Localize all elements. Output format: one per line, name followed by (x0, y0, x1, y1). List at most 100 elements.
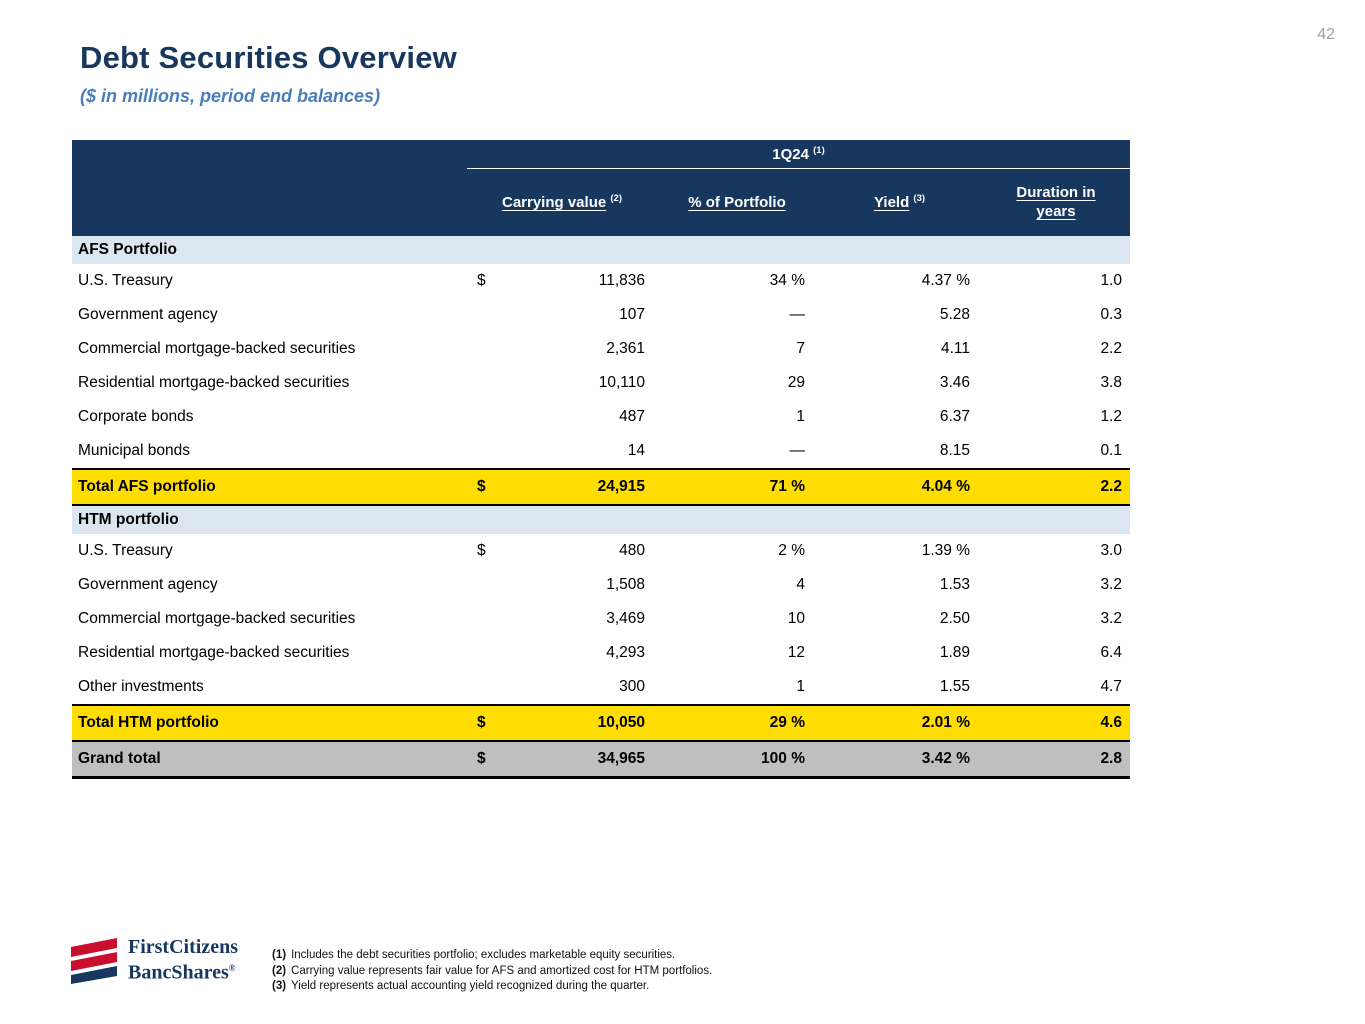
table-body: AFS Portfolio U.S. Treasury $11,836 34 % 4.3… (72, 236, 1130, 779)
column-header-carrying-value: Carrying value (2) (467, 168, 657, 236)
carrying-value: 487 (619, 408, 645, 425)
carrying-value-wrap: 4,293 (477, 644, 645, 662)
row-label: Municipal bonds (78, 442, 191, 459)
carrying-value: 11,836 (598, 272, 645, 289)
duration-value: 1.2 (1100, 408, 1122, 425)
total-row: Total HTM portfolio $10,050 29 % 2.01 % 4.6 (72, 704, 1130, 742)
dollar-sign: $ (477, 272, 486, 289)
duration-value: 3.2 (1100, 576, 1122, 593)
carrying-value: 107 (619, 306, 645, 323)
pct-of-portfolio: 34 % (769, 272, 805, 289)
carrying-value-wrap: 1,508 (477, 576, 645, 594)
pct-of-portfolio: — (789, 442, 806, 459)
carrying-value-cell: 10,110 (467, 366, 657, 400)
carrying-value-wrap: 2,361 (477, 340, 645, 358)
period-label: 1Q24 (772, 145, 809, 163)
page-subtitle: ($ in millions, period end balances) (80, 86, 381, 106)
duration-value: 6.4 (1100, 644, 1122, 661)
row-label: Commercial mortgage-backed securities (78, 340, 356, 357)
carrying-value-wrap: $11,836 (477, 272, 645, 290)
table-row: Commercial mortgage-backed securities 2,3… (72, 332, 1130, 366)
pct-of-portfolio: 1 (796, 408, 805, 425)
table-row: Residential mortgage-backed securities 10… (72, 366, 1130, 400)
column-header-pct-of-portfolio: % of Portfolio (657, 168, 817, 236)
carrying-value: 300 (619, 678, 645, 695)
pct-of-portfolio: 71 % (657, 468, 817, 506)
pct-of-portfolio: 12 (787, 644, 805, 661)
section-row: HTM portfolio (72, 505, 1130, 534)
header-spacer (72, 168, 467, 236)
row-label: Residential mortgage-backed securities (78, 644, 350, 661)
carrying-value-wrap: $24,915 (477, 478, 645, 496)
carrying-value-cell: $34,965 (467, 740, 657, 779)
period-footnote-ref: (1) (813, 144, 825, 156)
carrying-value-wrap: 487 (477, 408, 645, 426)
debt-securities-table: 1Q24 (1) Carrying value (2) % of Portfol… (72, 140, 1130, 779)
footnote-2: (2) Carrying value represents fair value … (272, 964, 712, 980)
grand-row: Grand total $34,965 100 % 3.42 % 2.8 (72, 740, 1130, 779)
yield-value: 8.15 (939, 442, 970, 459)
footnote-text: Yield represents actual accounting yield… (291, 980, 650, 992)
carrying-value-cell: 14 (467, 434, 657, 469)
duration-value: 2.8 (982, 740, 1130, 779)
carrying-value-cell: 1,508 (467, 568, 657, 602)
yield-value: 2.01 % (817, 704, 982, 742)
row-label: Total AFS portfolio (72, 468, 467, 506)
row-label: Commercial mortgage-backed securities (78, 610, 356, 627)
column-header-duration: Duration in years (982, 168, 1130, 236)
carrying-value-wrap: $10,050 (477, 714, 645, 732)
column-footnote-ref: (2) (610, 193, 622, 205)
column-header-yield: Yield (3) (817, 168, 982, 236)
duration-value: 0.3 (1100, 306, 1122, 323)
yield-value: 6.37 (939, 408, 970, 425)
pct-of-portfolio: 29 % (657, 704, 817, 742)
carrying-value-cell: 3,469 (467, 602, 657, 636)
logo-line1: FirstCitizens (128, 935, 238, 958)
row-label: U.S. Treasury (78, 272, 173, 289)
carrying-value: 2,361 (606, 340, 645, 357)
carrying-value-cell: $10,050 (467, 704, 657, 742)
table-row: U.S. Treasury $480 2 % 1.39 % 3.0 (72, 534, 1130, 568)
carrying-value: 3,469 (606, 610, 645, 627)
carrying-value: 14 (627, 442, 645, 459)
pct-of-portfolio: 4 (796, 576, 805, 593)
flag-icon (71, 938, 117, 984)
footnote-3: (3) Yield represents actual accounting yi… (272, 979, 712, 995)
dollar-sign: $ (477, 714, 486, 731)
row-label: Government agency (78, 576, 218, 593)
yield-value: 4.04 % (817, 468, 982, 506)
footnote-text: Carrying value represents fair value for… (291, 964, 713, 977)
table-row: U.S. Treasury $11,836 34 % 4.37 % 1.0 (72, 264, 1130, 298)
column-header-row: Carrying value (2) % of Portfolio Yield … (72, 168, 1130, 236)
pct-of-portfolio: 7 (796, 340, 805, 357)
table-row: Government agency 1,508 4 1.53 3.2 (72, 568, 1130, 602)
carrying-value: 10,110 (598, 374, 645, 391)
table-row: Government agency 107 — 5.28 0.3 (72, 298, 1130, 332)
table-row: Residential mortgage-backed securities 4,… (72, 636, 1130, 670)
footnote-text: Includes the debt securities portfolio; … (291, 949, 676, 961)
yield-value: 1.89 (939, 644, 970, 661)
pct-of-portfolio: 29 (787, 374, 805, 391)
carrying-value: 1,508 (606, 576, 645, 593)
row-label: Corporate bonds (78, 408, 194, 425)
yield-value: 2.50 (939, 610, 970, 627)
carrying-value-wrap: 300 (477, 678, 645, 696)
duration-value: 3.0 (1100, 542, 1122, 559)
column-footnote-ref: (3) (913, 193, 926, 205)
pct-of-portfolio: 1 (796, 678, 805, 695)
page-title: Debt Securities Overview (80, 40, 457, 75)
footnote-marker: (3) (272, 980, 287, 992)
row-label: Grand total (72, 740, 467, 779)
carrying-value-wrap: 10,110 (477, 374, 645, 392)
yield-value: 3.42 % (817, 740, 982, 779)
carrying-value: 34,965 (597, 750, 645, 767)
carrying-value: 24,915 (597, 478, 645, 495)
carrying-value-cell: 4,293 (467, 636, 657, 670)
carrying-value-cell: $24,915 (467, 468, 657, 506)
yield-value: 1.55 (939, 678, 970, 695)
carrying-value-cell: $480 (467, 534, 657, 568)
carrying-value-wrap: 3,469 (477, 610, 645, 628)
carrying-value-wrap: 107 (477, 306, 645, 324)
carrying-value-cell: 487 (467, 400, 657, 434)
